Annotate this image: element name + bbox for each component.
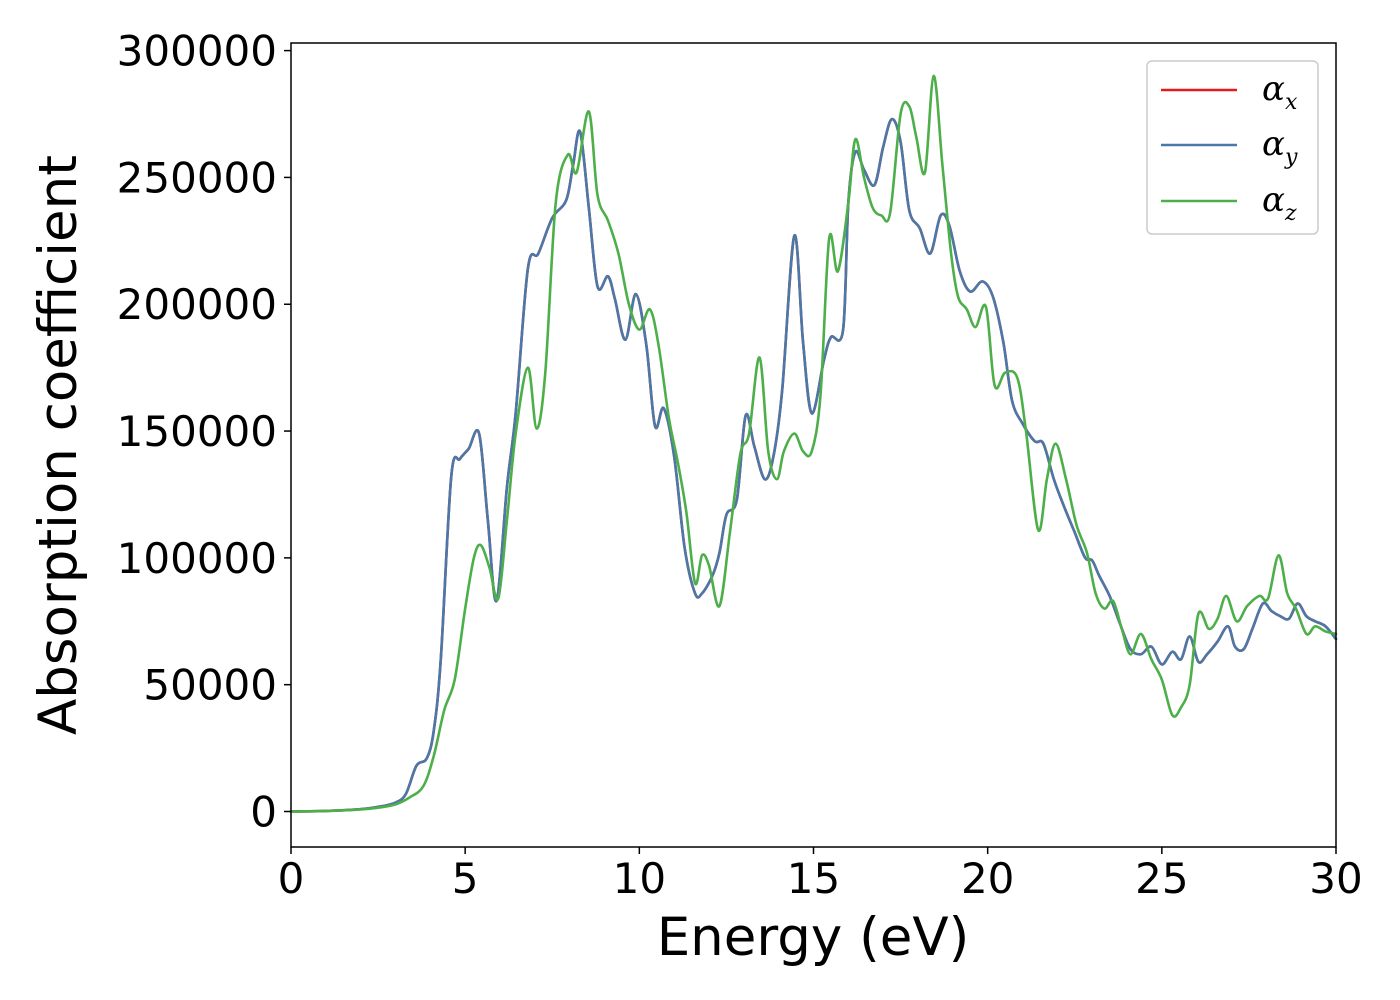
x-tick-label: 10 — [613, 854, 666, 903]
x-axis-ticks: 0 5 10 15 20 25 30 — [278, 847, 1363, 903]
x-tick-label: 15 — [787, 854, 840, 903]
x-tick-label: 30 — [1309, 854, 1362, 903]
y-axis-ticks: 0 50000 100000 150000 200000 250000 300000 — [117, 27, 291, 836]
y-tick-label: 150000 — [117, 407, 277, 456]
legend-box — [1146, 60, 1319, 235]
x-axis-label: Energy (eV) — [657, 907, 970, 968]
y-tick-label: 250000 — [117, 153, 277, 202]
y-tick-label: 0 — [250, 787, 277, 836]
x-tick-label: 20 — [961, 854, 1014, 903]
y-tick-label: 200000 — [117, 280, 277, 329]
series-line-z — [289, 74, 1338, 813]
x-tick-label: 0 — [278, 854, 305, 903]
y-tick-label: 300000 — [117, 27, 277, 76]
y-tick-label: 100000 — [117, 534, 277, 583]
y-axis-label: Absorption coefficient — [28, 155, 89, 735]
x-tick-label: 25 — [1135, 854, 1188, 903]
x-tick-label: 5 — [452, 854, 479, 903]
series-lines — [289, 74, 1338, 813]
series-line-y — [289, 117, 1338, 813]
y-tick-label: 50000 — [143, 661, 277, 710]
